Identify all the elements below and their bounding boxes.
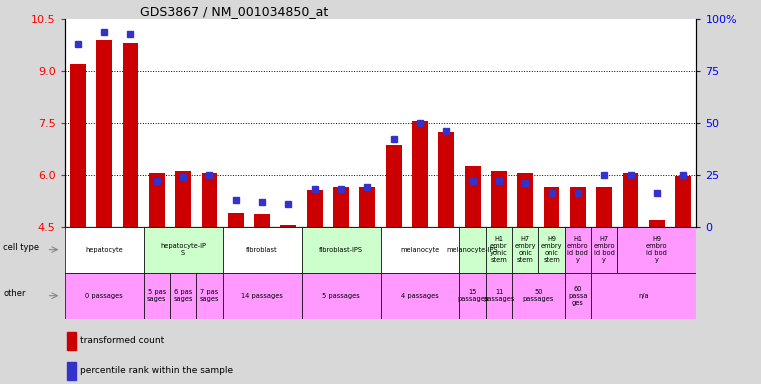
Bar <box>565 273 591 319</box>
Bar <box>123 43 139 227</box>
Bar <box>380 227 460 273</box>
Bar <box>281 225 296 227</box>
Text: hepatocyte: hepatocyte <box>85 247 123 253</box>
Text: 7 pas
sages: 7 pas sages <box>199 289 219 302</box>
Bar <box>307 190 323 227</box>
Bar <box>438 132 454 227</box>
Text: GDS3867 / NM_001034850_at: GDS3867 / NM_001034850_at <box>141 5 329 18</box>
Bar <box>70 64 86 227</box>
Bar <box>67 362 76 380</box>
Text: H1
embro
id bod
y: H1 embro id bod y <box>567 236 589 263</box>
Bar <box>512 227 539 273</box>
Bar <box>144 227 223 273</box>
Text: 0 passages: 0 passages <box>85 293 123 299</box>
Bar <box>517 173 533 227</box>
Text: 5 pas
sages: 5 pas sages <box>147 289 167 302</box>
Bar <box>254 215 270 227</box>
Bar <box>597 187 612 227</box>
Bar <box>380 273 460 319</box>
Bar <box>617 227 696 273</box>
Bar <box>202 173 218 227</box>
Text: 11
passages: 11 passages <box>483 289 514 302</box>
Text: H9
embro
id bod
y: H9 embro id bod y <box>646 236 667 263</box>
Bar <box>491 171 507 227</box>
Text: hepatocyte-iP
S: hepatocyte-iP S <box>160 243 206 256</box>
Bar <box>359 187 375 227</box>
Bar <box>622 173 638 227</box>
Text: cell type: cell type <box>3 243 40 252</box>
Text: transformed count: transformed count <box>80 336 164 345</box>
Text: 60
passa
ges: 60 passa ges <box>568 286 587 306</box>
Bar <box>486 227 512 273</box>
Bar <box>386 146 402 227</box>
Text: 5 passages: 5 passages <box>322 293 360 299</box>
Text: H1
embr
yonic
stem: H1 embr yonic stem <box>490 236 508 263</box>
Bar <box>649 220 665 227</box>
Text: percentile rank within the sample: percentile rank within the sample <box>80 366 233 376</box>
Bar <box>465 166 480 227</box>
Text: H9
embry
onic
stem: H9 embry onic stem <box>541 236 562 263</box>
Bar <box>591 273 696 319</box>
Bar <box>223 273 301 319</box>
Bar <box>301 227 380 273</box>
Bar <box>228 213 244 227</box>
Text: n/a: n/a <box>638 293 649 299</box>
Bar <box>570 187 586 227</box>
Bar <box>223 227 301 273</box>
Text: fibroblast-IPS: fibroblast-IPS <box>319 247 363 253</box>
Text: fibroblast: fibroblast <box>247 247 278 253</box>
Bar <box>149 173 164 227</box>
Bar <box>196 273 222 319</box>
Bar <box>460 273 486 319</box>
Text: melanocyte: melanocyte <box>400 247 440 253</box>
Bar <box>175 171 191 227</box>
Text: 4 passages: 4 passages <box>401 293 439 299</box>
Bar <box>144 273 170 319</box>
Text: other: other <box>3 289 26 298</box>
Bar <box>170 273 196 319</box>
Bar <box>65 227 144 273</box>
Bar <box>543 187 559 227</box>
Bar <box>675 177 691 227</box>
Bar <box>486 273 512 319</box>
Bar <box>539 227 565 273</box>
Bar <box>460 227 486 273</box>
Text: H7
embry
onic
stem: H7 embry onic stem <box>514 236 536 263</box>
Bar <box>591 227 617 273</box>
Text: 50
passages: 50 passages <box>523 289 554 302</box>
Text: 14 passages: 14 passages <box>241 293 283 299</box>
Bar <box>96 40 112 227</box>
Text: melanocyte-IPS: melanocyte-IPS <box>447 247 498 253</box>
Text: 15
passages: 15 passages <box>457 289 489 302</box>
Bar <box>333 187 349 227</box>
Bar <box>301 273 380 319</box>
Text: 6 pas
sages: 6 pas sages <box>174 289 193 302</box>
Bar <box>67 332 76 350</box>
Bar <box>65 273 144 319</box>
Bar <box>565 227 591 273</box>
Bar <box>412 121 428 227</box>
Text: H7
embro
id bod
y: H7 embro id bod y <box>594 236 615 263</box>
Bar <box>512 273 565 319</box>
